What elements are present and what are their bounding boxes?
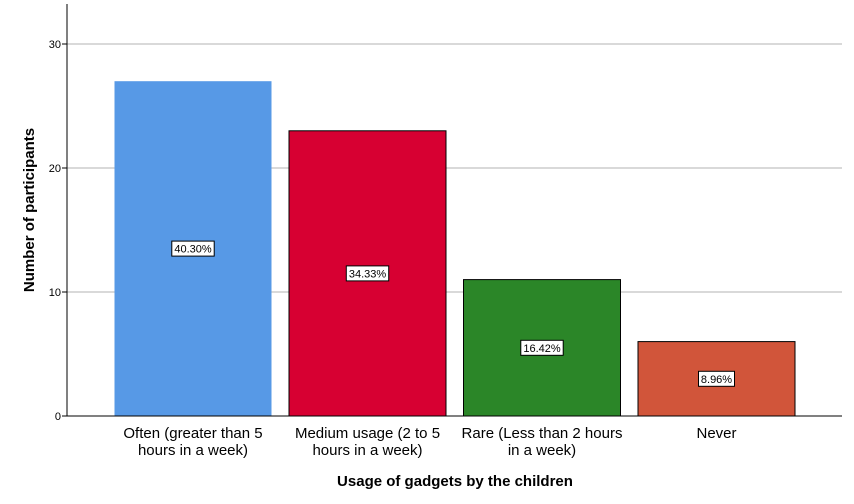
x-category-label-line: Medium usage (2 to 5 [295, 425, 440, 442]
data-label-box [698, 370, 735, 387]
y-tick-label: 30 [49, 39, 61, 51]
x-category-label-line: in a week) [508, 442, 576, 459]
x-category-label-line: Never [696, 425, 736, 442]
axes [62, 4, 842, 417]
data-labels: 40.30% 34.33% 16.42% 8.96% [171, 240, 735, 387]
bars [114, 81, 796, 417]
data-label: 34.33% [349, 268, 387, 280]
data-label-box [171, 240, 215, 257]
y-axis-title: Number of participants [21, 128, 38, 292]
y-tick-label: 0 [55, 411, 61, 423]
data-label: 8.96% [701, 374, 732, 386]
data-label: 16.42% [523, 343, 561, 355]
x-axis-title: Usage of gadgets by the children [337, 473, 573, 490]
data-label-box [520, 339, 564, 356]
x-category-label: Rare (Less than 2 hours in a week) [462, 425, 623, 459]
data-label-box [345, 265, 390, 282]
x-category-label: Often (greater than 5 hours in a week) [123, 425, 262, 459]
x-category-labels: Often (greater than 5 hours in a week)Med… [123, 425, 736, 459]
x-category-label-line: Often (greater than 5 [123, 425, 262, 442]
y-tick-label: 10 [49, 287, 61, 299]
y-tick-label: 20 [49, 163, 61, 175]
x-category-label: Never [696, 425, 736, 442]
x-category-label: Medium usage (2 to 5 hours in a week) [295, 425, 440, 459]
x-category-label-line: Rare (Less than 2 hours [462, 425, 623, 442]
data-label: 40.30% [174, 244, 212, 256]
y-tick-labels: 0 10 20 30 [49, 39, 61, 423]
x-category-label-line: hours in a week) [138, 442, 248, 459]
x-category-label-line: hours in a week) [312, 442, 422, 459]
